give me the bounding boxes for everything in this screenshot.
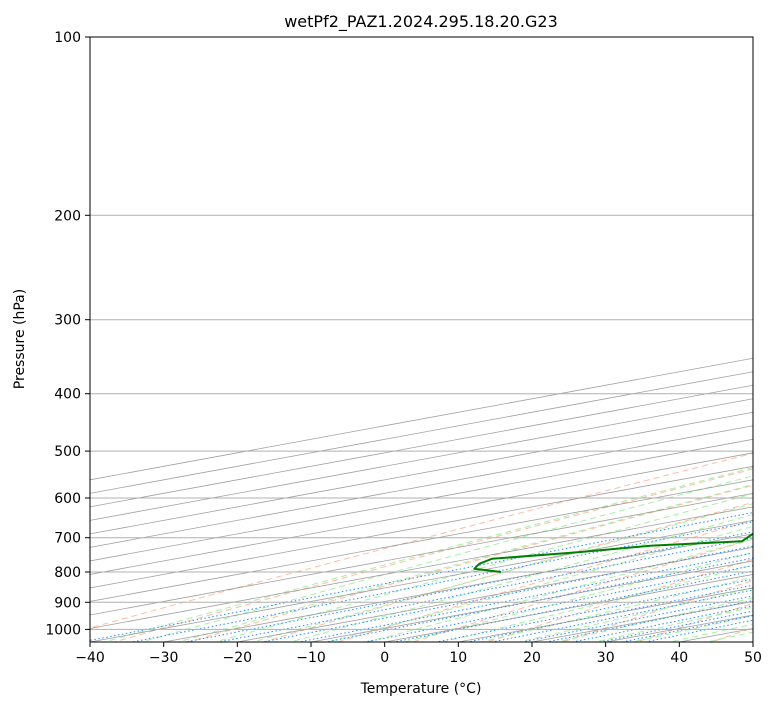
isotherm: [90, 465, 753, 589]
isotherm: [90, 479, 753, 602]
x-tick-label: −20: [223, 650, 253, 666]
dry-adiabat: [186, 484, 753, 642]
moist-adiabat: [516, 587, 753, 642]
dry-adiabat: [411, 538, 753, 642]
y-tick-label: 800: [54, 565, 81, 581]
moist-adiabat: [102, 467, 753, 642]
sounding-series: [473, 532, 753, 573]
mixing-ratio-line: [519, 595, 753, 642]
x-tick-label: 20: [523, 650, 541, 666]
y-tick-label: 100: [54, 30, 81, 46]
moist-adiabat: [554, 597, 753, 642]
isotherm: [90, 425, 753, 548]
dry-adiabat: [635, 602, 753, 642]
plot-area: 0.10.20.40.611.52346810131620253036-100-…: [90, 37, 775, 654]
isotherm: [605, 614, 753, 642]
dry-adiabat: [90, 452, 753, 629]
y-axis-ticks: 100 200 300 400 500 600 700 800 900 1000: [45, 30, 90, 638]
y-tick-label: 600: [54, 491, 81, 507]
y-tick-label: 700: [54, 531, 81, 547]
x-tick-label: −40: [75, 650, 105, 666]
x-tick-label: −30: [149, 650, 179, 666]
moist-adiabat: [592, 606, 753, 642]
dry-adiabat: [336, 519, 753, 642]
y-tick-label: 400: [54, 387, 81, 403]
plot-frame: [89, 36, 754, 643]
isotherm: [679, 628, 753, 642]
moist-adiabats: [102, 467, 753, 642]
y-axis-label: Pressure (hPa): [12, 289, 28, 389]
moist-adiabat: [478, 576, 753, 642]
isotherm: [90, 452, 753, 575]
x-tick-label: 50: [744, 650, 762, 666]
moist-adiabat: [213, 493, 753, 642]
moist-adiabat: [402, 551, 753, 642]
chart-title: wetPf2_PAZ1.2024.295.18.20.G23: [284, 12, 558, 32]
x-tick-label: 10: [449, 650, 467, 666]
isotherms: [90, 357, 753, 642]
x-tick-label: 40: [670, 650, 688, 666]
dewpoint-line: [473, 532, 753, 573]
dry-adiabat: [754, 37, 775, 654]
isotherm: [752, 641, 753, 642]
dry-adiabat: [710, 627, 753, 642]
isotherm: [90, 438, 753, 562]
isotherm: [531, 601, 753, 642]
isotherm: [90, 506, 753, 629]
y-tick-label: 500: [54, 444, 81, 460]
x-tick-label: 30: [597, 650, 615, 666]
isotherm: [163, 533, 753, 642]
dry-adiabats: [90, 37, 775, 654]
x-tick-label: −10: [296, 650, 326, 666]
x-axis-ticks: −40 −30 −20 −10 0 10 20 30 40 50: [75, 642, 762, 666]
isotherm: [90, 492, 753, 616]
moist-adiabat: [326, 525, 753, 642]
isotherm: [90, 519, 753, 642]
x-axis-label: Temperature (°C): [360, 681, 482, 697]
isobar-grid: [90, 37, 753, 630]
moist-adiabat: [288, 513, 753, 642]
dry-adiabat: [560, 579, 753, 642]
mixing-ratio-line: [260, 545, 753, 642]
y-tick-label: 200: [54, 208, 81, 224]
x-tick-label: 0: [380, 650, 389, 666]
y-tick-label: 900: [54, 595, 81, 611]
y-tick-label: 300: [54, 313, 81, 329]
moist-adiabat: [364, 538, 753, 642]
moist-adiabat: [250, 503, 753, 642]
y-tick-label: 1000: [45, 622, 81, 638]
